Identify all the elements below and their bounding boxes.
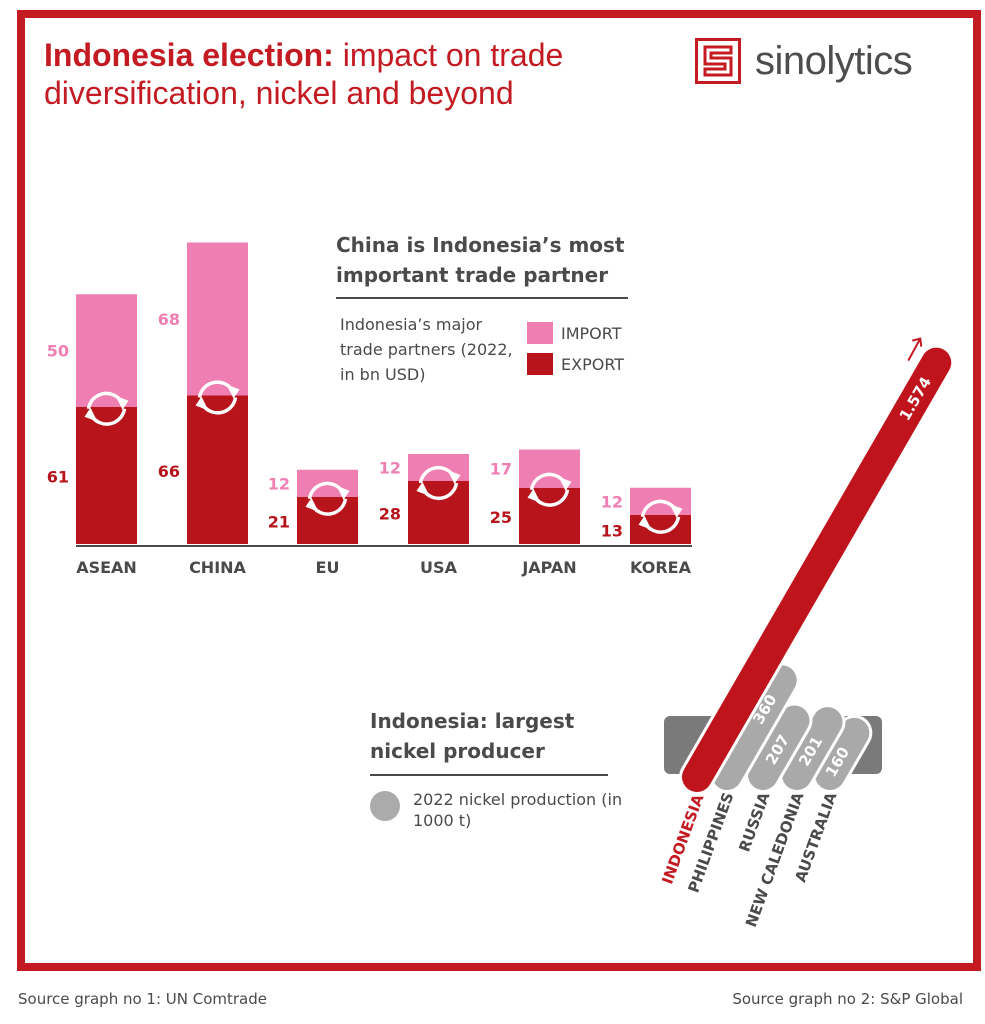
category-label-japan: JAPAN	[521, 558, 576, 577]
cycle-arrows-icon	[84, 391, 129, 426]
bar-import-asean	[76, 294, 137, 407]
trade-chart-subtitle: Indonesia’s major trade partners (2022, …	[340, 315, 513, 384]
bar-export-china	[187, 395, 248, 544]
trade-chart-divider	[336, 297, 628, 299]
label-export-korea: 13	[601, 521, 623, 540]
nickel-legend-text: 2022 nickel production (in 1000 t)	[413, 790, 623, 830]
category-label-asean: ASEAN	[76, 558, 137, 577]
nickel-bar-indonesia	[682, 347, 952, 792]
legend-import-swatch	[527, 322, 553, 344]
cycle-arrowhead-top	[226, 384, 240, 399]
bar-export-asean	[76, 406, 137, 544]
label-import-china: 68	[158, 310, 180, 329]
cycle-arrowhead-top	[115, 395, 129, 410]
legend-export-label: EXPORT	[561, 354, 625, 374]
page-title: Indonesia election: impact on trade dive…	[44, 37, 564, 111]
cycle-arrows-icon	[195, 380, 240, 415]
label-import-eu: 12	[268, 474, 290, 493]
cycle-arrowhead-top	[558, 476, 572, 491]
category-label-korea: KOREA	[630, 558, 692, 577]
label-export-asean: 61	[47, 467, 69, 486]
cycle-arrows-icon	[638, 499, 683, 534]
cycle-arrowhead-bottom	[416, 482, 430, 496]
arrow-shaft	[907, 338, 922, 362]
bar-import-china	[187, 242, 248, 396]
nickel-category-russia: RUSSIA	[735, 790, 773, 855]
label-export-china: 66	[158, 462, 180, 481]
nickel-chart-divider	[370, 774, 608, 776]
label-import-korea: 12	[601, 492, 623, 511]
nickel-bar-philippines	[712, 665, 797, 790]
category-label-usa: USA	[420, 558, 458, 577]
nickel-bar-new-caledonia	[782, 707, 843, 790]
trade-chart-title: China is Indonesia’s most important trad…	[336, 233, 625, 287]
cycle-arrows-icon	[527, 472, 572, 507]
cycle-arrowhead-bottom	[195, 396, 209, 411]
cycle-arrowhead-bottom	[527, 488, 541, 503]
legend-import-label: IMPORT	[561, 323, 622, 343]
legend-export: EXPORT	[527, 353, 624, 375]
cycle-arrowhead-top	[669, 503, 683, 518]
cycle-arrowhead-bottom	[84, 407, 98, 422]
infographic-frame	[17, 10, 981, 971]
cycle-arrowhead-top	[447, 470, 461, 484]
label-export-japan: 25	[490, 508, 512, 527]
cycle-arrows-icon	[305, 481, 350, 516]
label-import-asean: 50	[47, 342, 69, 361]
nickel-bar-australia	[815, 717, 870, 790]
cycle-arrowhead-top	[336, 485, 350, 500]
cycle-arrowhead-bottom	[638, 515, 652, 530]
label-export-eu: 21	[268, 512, 290, 531]
legend-export-swatch	[527, 353, 553, 375]
source-graph-2: Source graph no 2: S&P Global	[732, 990, 963, 1008]
bar-export-korea	[630, 514, 691, 544]
category-label-eu: EU	[316, 558, 340, 577]
cycle-arrowhead-bottom	[305, 497, 319, 512]
label-import-japan: 17	[490, 460, 512, 479]
nickel-bar-russia	[748, 705, 810, 790]
arrow-up-icon	[907, 337, 923, 362]
nickel-chart-title: Indonesia: largest nickel producer	[370, 709, 575, 763]
legend-import: IMPORT	[527, 322, 622, 344]
cycle-arrows-icon	[416, 465, 461, 501]
nickel-legend-dot	[370, 791, 400, 821]
label-export-usa: 28	[379, 505, 401, 524]
brand-logo: sinolytics	[695, 38, 913, 84]
logo-mark-icon	[695, 38, 741, 84]
label-import-usa: 12	[379, 459, 401, 478]
arrow-head	[912, 337, 923, 347]
source-graph-1: Source graph no 1: UN Comtrade	[18, 990, 268, 1008]
logo-text: sinolytics	[755, 38, 913, 83]
category-label-china: CHINA	[189, 558, 246, 577]
